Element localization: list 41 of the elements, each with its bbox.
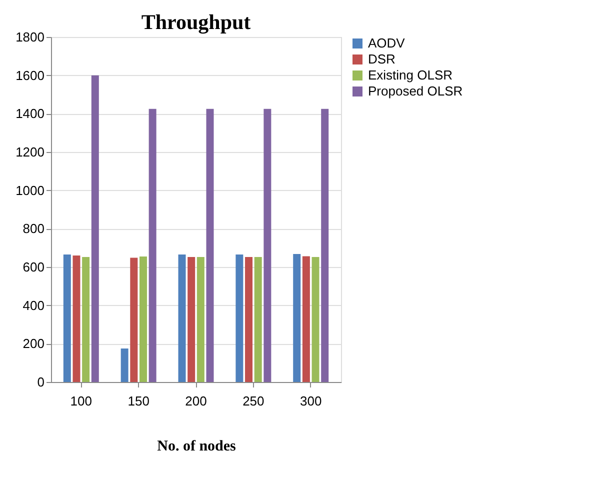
- y-tick-label: 1800: [16, 30, 44, 44]
- legend-label: Existing OLSR: [368, 68, 453, 82]
- bar: [72, 256, 80, 382]
- legend-label: Proposed OLSR: [368, 84, 463, 98]
- bar: [206, 108, 214, 382]
- legend-label: DSR: [368, 52, 396, 66]
- y-tick-label: 1200: [16, 144, 44, 160]
- y-tick-label: 800: [22, 221, 44, 236]
- y-tick-label: 1000: [16, 182, 44, 198]
- bar: [302, 256, 310, 382]
- legend-label: AODV: [368, 36, 406, 50]
- bar: [293, 254, 301, 382]
- y-tick-label: 200: [22, 336, 44, 352]
- bar: [321, 108, 329, 382]
- bar: [312, 257, 320, 382]
- y-tick-label: 400: [22, 298, 44, 313]
- bar: [188, 257, 196, 382]
- bar: [120, 348, 128, 382]
- y-tick-label: 600: [22, 260, 44, 274]
- bar: [63, 254, 71, 382]
- x-tick-label: 250: [242, 394, 264, 408]
- bar: [178, 254, 186, 382]
- bar: [139, 256, 147, 382]
- bar: [254, 257, 262, 382]
- x-tick-label: 150: [128, 394, 150, 408]
- bar: [196, 257, 204, 382]
- bar: [130, 258, 138, 382]
- bar: [148, 108, 156, 382]
- chart-title: Throughput: [141, 10, 251, 34]
- bar: [264, 108, 272, 382]
- x-tick-label: 300: [300, 394, 322, 408]
- x-axis-title: No. of nodes: [157, 438, 236, 454]
- bar: [91, 75, 99, 382]
- bar: [245, 257, 253, 382]
- y-tick-label: 0: [37, 374, 44, 390]
- bar: [236, 254, 244, 382]
- y-tick-label: 1400: [16, 106, 44, 122]
- x-tick-label: 200: [185, 394, 207, 408]
- y-tick-label: 1600: [16, 68, 44, 83]
- bar: [82, 257, 90, 382]
- x-tick-label: 100: [70, 394, 92, 408]
